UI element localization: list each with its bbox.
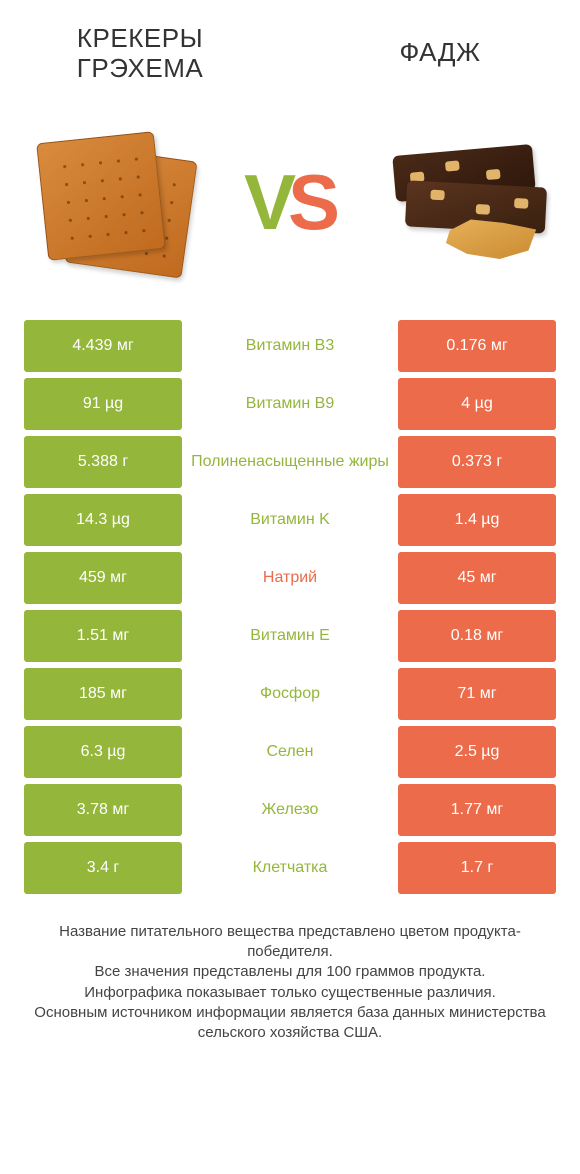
cell-nutrient-label: Клетчатка xyxy=(182,842,398,894)
cell-right-value: 45 мг xyxy=(398,552,556,604)
table-row: 3.4 гКлетчатка1.7 г xyxy=(24,842,556,894)
cell-nutrient-label: Полиненасыщенные жиры xyxy=(182,436,398,488)
cell-left-value: 459 мг xyxy=(24,552,182,604)
product-right-image xyxy=(374,132,554,272)
cell-nutrient-label: Витамин B9 xyxy=(182,378,398,430)
table-row: 91 µgВитамин B94 µg xyxy=(24,378,556,430)
footnote-line: Основным источником информации является … xyxy=(24,1003,556,1044)
cell-nutrient-label: Витамин E xyxy=(182,610,398,662)
vs-v: V xyxy=(244,163,292,241)
cell-left-value: 6.3 µg xyxy=(24,726,182,778)
header: КРЕКЕРЫ ГРЭХЕМА ФАДЖ xyxy=(0,0,580,92)
vs-s: S xyxy=(288,163,336,241)
product-left-image xyxy=(26,127,196,277)
table-row: 6.3 µgСелен2.5 µg xyxy=(24,726,556,778)
table-row: 459 мгНатрий45 мг xyxy=(24,552,556,604)
footnote-line: Все значения представлены для 100 граммо… xyxy=(24,962,556,982)
cell-nutrient-label: Витамин B3 xyxy=(182,320,398,372)
cell-left-value: 4.439 мг xyxy=(24,320,182,372)
vs-label: VS xyxy=(242,163,338,241)
cell-left-value: 91 µg xyxy=(24,378,182,430)
cell-left-value: 3.78 мг xyxy=(24,784,182,836)
cell-right-value: 0.18 мг xyxy=(398,610,556,662)
cell-left-value: 185 мг xyxy=(24,668,182,720)
cell-nutrient-label: Натрий xyxy=(182,552,398,604)
product-left-title: КРЕКЕРЫ ГРЭХЕМА xyxy=(40,24,240,84)
cell-right-value: 4 µg xyxy=(398,378,556,430)
cell-left-value: 5.388 г xyxy=(24,436,182,488)
table-row: 185 мгФосфор71 мг xyxy=(24,668,556,720)
cell-right-value: 0.176 мг xyxy=(398,320,556,372)
table-row: 14.3 µgВитамин K1.4 µg xyxy=(24,494,556,546)
cell-left-value: 1.51 мг xyxy=(24,610,182,662)
footnote-text: Название питательного вещества представл… xyxy=(24,922,556,1044)
cell-nutrient-label: Витамин K xyxy=(182,494,398,546)
cell-nutrient-label: Фосфор xyxy=(182,668,398,720)
cell-left-value: 3.4 г xyxy=(24,842,182,894)
cell-right-value: 1.4 µg xyxy=(398,494,556,546)
cell-right-value: 1.7 г xyxy=(398,842,556,894)
table-row: 3.78 мгЖелезо1.77 мг xyxy=(24,784,556,836)
cell-right-value: 0.373 г xyxy=(398,436,556,488)
comparison-table: 4.439 мгВитамин B30.176 мг 91 µgВитамин B… xyxy=(24,320,556,894)
cell-nutrient-label: Селен xyxy=(182,726,398,778)
cell-right-value: 1.77 мг xyxy=(398,784,556,836)
table-row: 1.51 мгВитамин E0.18 мг xyxy=(24,610,556,662)
cell-right-value: 71 мг xyxy=(398,668,556,720)
product-right-title: ФАДЖ xyxy=(340,24,540,68)
hero-row: VS xyxy=(20,92,560,312)
table-row: 4.439 мгВитамин B30.176 мг xyxy=(24,320,556,372)
table-row: 5.388 гПолиненасыщенные жиры0.373 г xyxy=(24,436,556,488)
cell-right-value: 2.5 µg xyxy=(398,726,556,778)
footnote-line: Название питательного вещества представл… xyxy=(24,922,556,963)
cell-nutrient-label: Железо xyxy=(182,784,398,836)
cell-left-value: 14.3 µg xyxy=(24,494,182,546)
footnote-line: Инфографика показывает только существенн… xyxy=(24,983,556,1003)
